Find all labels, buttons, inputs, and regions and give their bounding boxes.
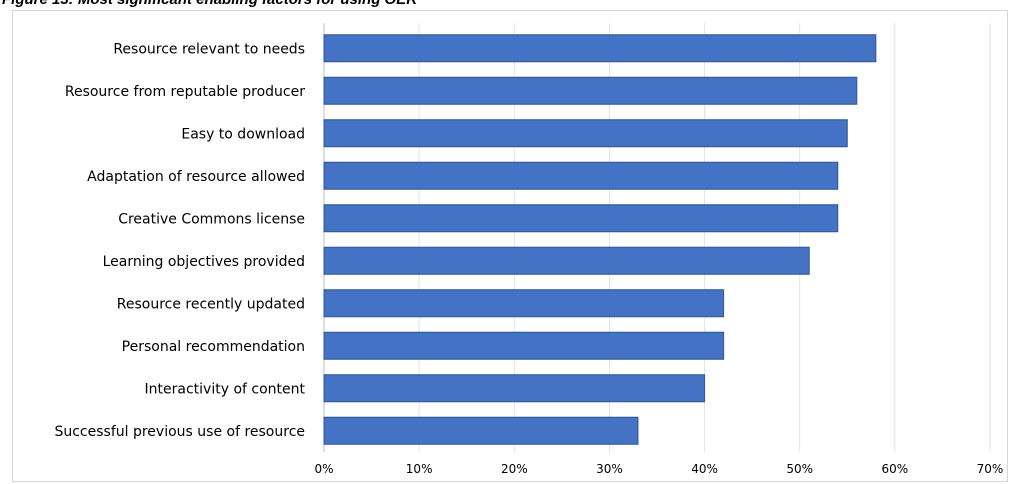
- x-tick-labels: 0% 10% 20% 30% 40% 50% 60% 70%: [314, 462, 1003, 476]
- x-tick-label-30: 30%: [596, 462, 623, 476]
- bar-2: [323, 76, 858, 105]
- category-label-8: Personal recommendation: [122, 339, 305, 355]
- bar-3: [323, 119, 848, 148]
- x-tick-label-60: 60%: [882, 462, 909, 476]
- category-label-10: Successful previous use of resource: [54, 424, 305, 440]
- category-label-3: Easy to download: [181, 126, 305, 142]
- category-label-5: Creative Commons license: [118, 211, 305, 227]
- bar-10: [323, 416, 639, 445]
- category-label-1: Resource relevant to needs: [113, 41, 305, 57]
- x-tick-label-40: 40%: [691, 462, 718, 476]
- x-tick-label-10: 10%: [406, 462, 433, 476]
- category-label-9: Interactivity of content: [145, 381, 306, 397]
- bar-7: [323, 289, 725, 318]
- category-labels: Resource relevant to needs Resource from …: [54, 41, 305, 440]
- figure-title: Figure 13: Most significant enabling fac…: [2, 0, 417, 8]
- x-tick-label-20: 20%: [501, 462, 528, 476]
- category-label-2: Resource from reputable producer: [65, 84, 305, 100]
- bar-6: [323, 246, 810, 275]
- category-label-6: Learning objectives provided: [103, 254, 305, 270]
- x-tick-label-70: 70%: [977, 462, 1004, 476]
- bars: [323, 34, 877, 445]
- category-label-4: Adaptation of resource allowed: [87, 169, 305, 185]
- bar-5: [323, 204, 839, 233]
- bar-4: [323, 161, 839, 190]
- x-tick-label-50: 50%: [786, 462, 813, 476]
- bar-8: [323, 331, 725, 360]
- bar-9: [323, 374, 706, 403]
- category-label-7: Resource recently updated: [117, 296, 305, 312]
- x-tick-label-0: 0%: [314, 462, 333, 476]
- bar-1: [323, 34, 877, 63]
